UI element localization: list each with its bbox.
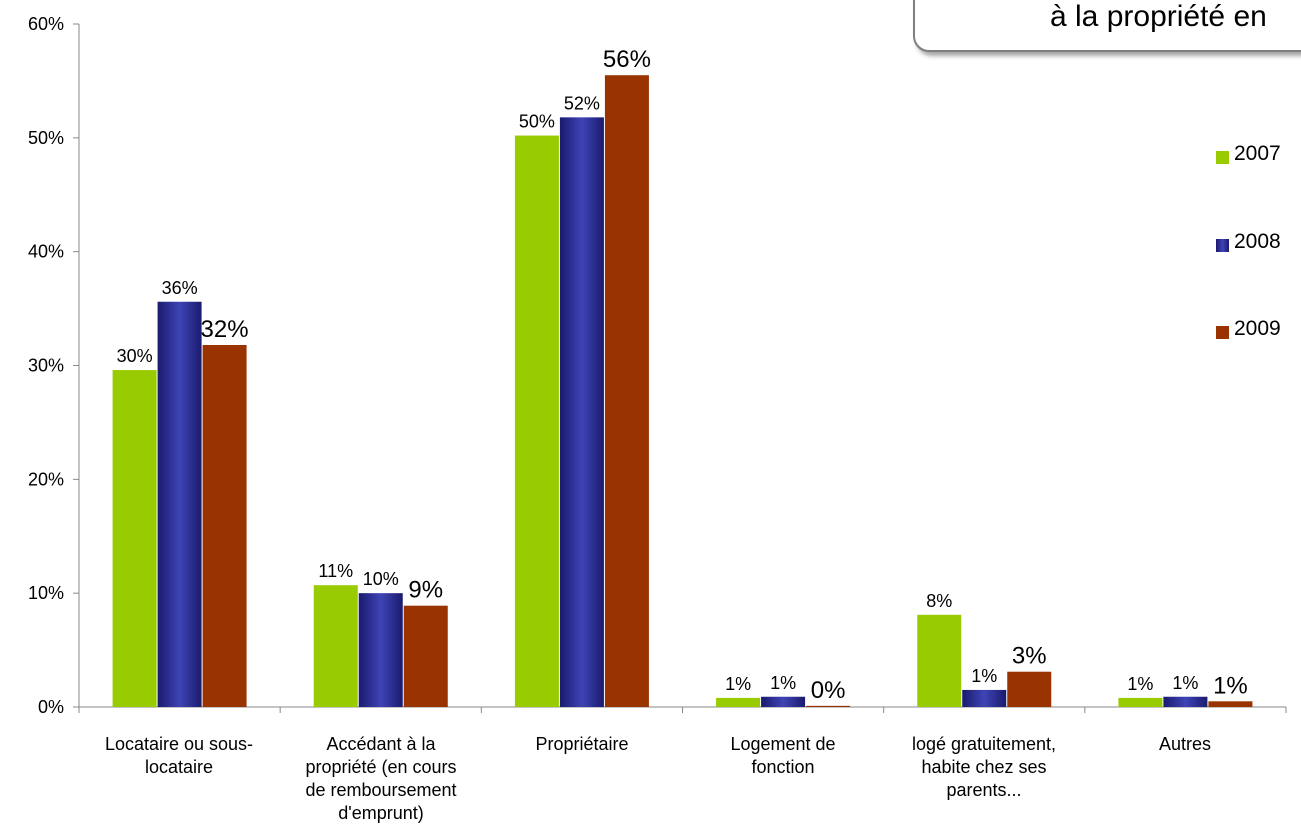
chart-title: à la propriété en: [1050, 0, 1267, 33]
bars: [112, 75, 1253, 708]
bar-2008-3: [761, 696, 806, 707]
bar-2009-3: [806, 705, 851, 707]
data-label-2007-5: 1%: [1127, 674, 1153, 694]
bar-2009-2: [604, 75, 649, 708]
data-label-2009-5: 1%: [1213, 672, 1248, 699]
data-label-2008-5: 1%: [1172, 673, 1198, 693]
data-label-2007-2: 50%: [519, 112, 555, 132]
data-label-2008-4: 1%: [971, 666, 997, 686]
data-label-2009-4: 3%: [1012, 643, 1047, 670]
y-tick-label-2: 20%: [28, 469, 64, 489]
legend-label-2007: 2007: [1234, 142, 1281, 165]
data-labels: 30% 36%32% 11% 10% 9% 50% 52%56% 1% 1% 0% 8% 1% 3% 1%…: [117, 46, 1248, 704]
data-label-2009-0: 32%: [201, 316, 249, 343]
legend-label-2009: 2009: [1234, 317, 1281, 340]
bar-2009-4: [1007, 671, 1052, 707]
axes: 0% 10% 20% 30% 40% 50% 60%: [28, 14, 1287, 717]
data-label-2007-0: 30%: [117, 346, 153, 366]
bar-2009-1: [403, 605, 448, 707]
bar-2007-0: [112, 370, 157, 707]
x-tick-label-0: Locataire ou sous-locataire: [104, 734, 254, 777]
y-tick-label-1: 10%: [28, 583, 64, 603]
bar-2008-0: [157, 301, 202, 707]
y-tick-label-6: 60%: [28, 14, 64, 34]
bar-2007-4: [917, 614, 962, 707]
data-label-2007-1: 11%: [318, 561, 353, 581]
x-tick-label-5: Autres: [1158, 734, 1212, 754]
legend-swatch-2007: [1216, 151, 1229, 164]
bar-2008-2: [559, 117, 604, 708]
legend-swatch-2008: [1216, 239, 1229, 252]
x-tick-label-3: Logement de fonction: [730, 734, 836, 777]
bar-2007-1: [313, 585, 358, 707]
x-tick-label-1: Accédant à la propriété (en cours de rem…: [305, 734, 457, 823]
data-label-2009-2: 56%: [603, 46, 651, 73]
data-label-2008-3: 1%: [770, 673, 796, 693]
bar-2007-5: [1118, 697, 1163, 707]
y-tick-label-3: 30%: [28, 356, 64, 376]
x-tick-label-2: Propriétaire: [535, 734, 629, 754]
y-tick-label-5: 50%: [28, 128, 64, 148]
bar-2007-2: [514, 135, 559, 708]
data-label-2008-2: 52%: [564, 93, 600, 113]
data-label-2008-0: 36%: [162, 278, 198, 298]
data-label-2009-1: 9%: [408, 577, 443, 604]
legend-label-2008: 2008: [1234, 230, 1281, 253]
bar-2007-3: [716, 697, 761, 707]
bar-2008-4: [962, 689, 1007, 707]
x-tick-label-4: logé gratuitement, habite chez ses paren…: [911, 734, 1057, 800]
y-tick-label-4: 40%: [28, 242, 64, 262]
bar-2008-5: [1163, 696, 1208, 707]
y-tick-label-0: 0%: [38, 697, 64, 717]
bar-2009-0: [202, 345, 247, 707]
data-label-2007-3: 1%: [725, 674, 751, 694]
bar-2008-1: [358, 593, 403, 707]
chart-title-box: à la propriété en: [913, 0, 1301, 52]
bar-2009-5: [1208, 701, 1253, 707]
legend-swatch-2009: [1216, 326, 1229, 339]
data-label-2007-4: 8%: [926, 591, 952, 611]
data-label-2009-3: 0%: [811, 677, 846, 704]
data-label-2008-1: 10%: [363, 569, 399, 589]
